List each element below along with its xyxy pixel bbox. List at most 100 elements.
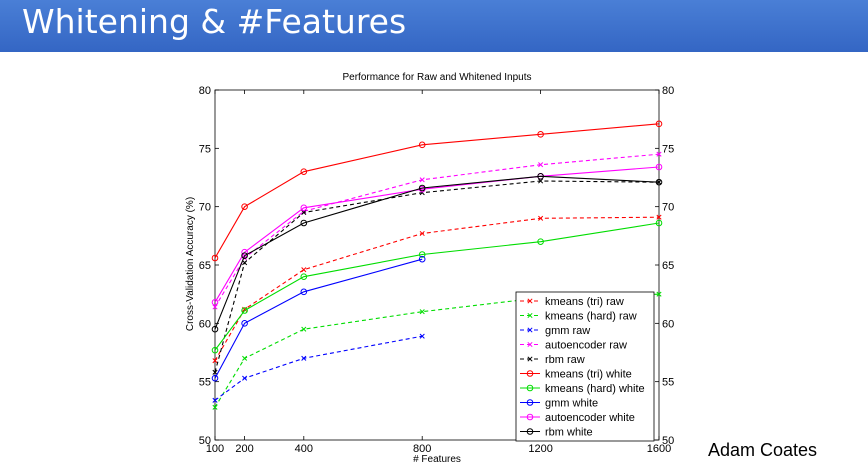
data-point: [301, 355, 307, 361]
data-point: [242, 355, 248, 361]
data-point: [211, 325, 219, 333]
chart-title: Performance for Raw and Whitened Inputs: [343, 72, 532, 83]
data-point: [241, 307, 248, 314]
y-tick-label: 65: [199, 260, 211, 272]
x-axis-label: # Features: [413, 454, 461, 465]
y-tick-label-right: 65: [662, 260, 674, 272]
data-point: [301, 267, 307, 273]
y-axis-label: Cross-Validation Accuracy (%): [185, 197, 196, 331]
series-line: [214, 258, 423, 379]
chart-series: [211, 120, 663, 410]
data-point: [301, 326, 307, 332]
series-6: [211, 219, 663, 354]
series-9: [211, 173, 663, 333]
chart-legend: kmeans (tri) raw kmeans (hard) raw gmm raw…: [515, 291, 655, 442]
legend-label: rbm white: [545, 427, 593, 439]
data-point: [419, 230, 425, 237]
data-point: [419, 177, 425, 183]
legend-label: kmeans (tri) raw: [545, 296, 624, 308]
series-line: [214, 153, 660, 308]
legend-swatch-marker: [527, 312, 533, 319]
legend-swatch-marker: [527, 341, 533, 348]
data-point: [212, 304, 218, 310]
data-point: [300, 288, 308, 296]
legend-label: gmm raw: [545, 325, 590, 337]
data-point: [419, 309, 425, 315]
data-point: [538, 162, 544, 168]
data-point: [656, 214, 662, 220]
series-5: [211, 120, 663, 262]
legend-swatch-marker: [526, 413, 534, 421]
data-point: [242, 375, 248, 381]
data-point: [655, 219, 663, 227]
y-tick-label: 55: [199, 377, 211, 389]
data-point: [242, 260, 248, 266]
data-point: [241, 252, 248, 259]
y-tick-label: 80: [199, 85, 211, 97]
data-point: [241, 203, 248, 210]
series-line: [214, 175, 660, 330]
series-line: [214, 166, 660, 303]
data-point: [212, 397, 218, 403]
data-point: [300, 168, 308, 175]
legend-box: [515, 291, 655, 442]
series-2: [212, 333, 425, 403]
data-point: [538, 178, 544, 184]
data-point: [418, 255, 426, 263]
data-point: [212, 369, 218, 375]
legend-label: kmeans (hard) white: [545, 383, 645, 395]
series-line: [214, 222, 660, 351]
series-line: [214, 180, 660, 373]
y-tick-label: 50: [199, 435, 211, 447]
data-point: [212, 358, 218, 364]
x-tick-label: 100: [206, 443, 224, 455]
legend-swatch-marker: [527, 327, 533, 333]
data-point: [656, 291, 662, 297]
data-point: [538, 215, 544, 221]
y-tick-label: 60: [199, 318, 211, 330]
x-tick-label: 1600: [647, 443, 671, 455]
data-point: [419, 333, 425, 339]
legend-label: gmm white: [545, 398, 598, 410]
data-point: [211, 374, 219, 382]
data-point: [537, 173, 544, 180]
data-point: [655, 163, 663, 171]
author-name: Adam Coates: [708, 440, 818, 460]
y-tick-label-right: 75: [662, 143, 674, 155]
x-tick-label: 200: [235, 443, 253, 455]
x-tick-label: 400: [295, 443, 313, 455]
data-point: [300, 273, 308, 280]
data-point: [301, 209, 307, 216]
y-tick-label-right: 55: [662, 377, 674, 389]
y-tick-label-right: 50: [662, 435, 674, 447]
legend-swatch-marker: [526, 399, 534, 406]
y-tick-label: 75: [199, 143, 211, 155]
data-point: [655, 178, 663, 186]
slide-header: Whitening & #Features: [0, 0, 868, 52]
data-point: [211, 299, 219, 306]
data-point: [537, 238, 544, 245]
legend-label: autoencoder raw: [545, 340, 627, 352]
data-point: [418, 141, 426, 149]
legend-swatch-marker: [526, 428, 534, 435]
y-tick-label: 70: [199, 202, 211, 214]
series-7: [211, 255, 426, 382]
data-point: [537, 131, 544, 138]
data-point: [656, 151, 662, 157]
data-point: [211, 254, 219, 262]
slide-title: Whitening & #Features: [22, 2, 407, 41]
data-point: [300, 219, 308, 227]
legend-label: kmeans (hard) raw: [545, 311, 637, 323]
data-point: [418, 184, 426, 192]
data-point: [300, 204, 308, 212]
legend-swatch-marker: [526, 370, 534, 377]
data-point: [241, 320, 248, 327]
x-tick-label: 800: [413, 443, 431, 455]
data-point: [212, 404, 218, 410]
data-point: [418, 251, 426, 258]
series-line: [214, 335, 423, 401]
legend-swatch-marker: [526, 384, 534, 392]
series-line: [214, 123, 660, 259]
